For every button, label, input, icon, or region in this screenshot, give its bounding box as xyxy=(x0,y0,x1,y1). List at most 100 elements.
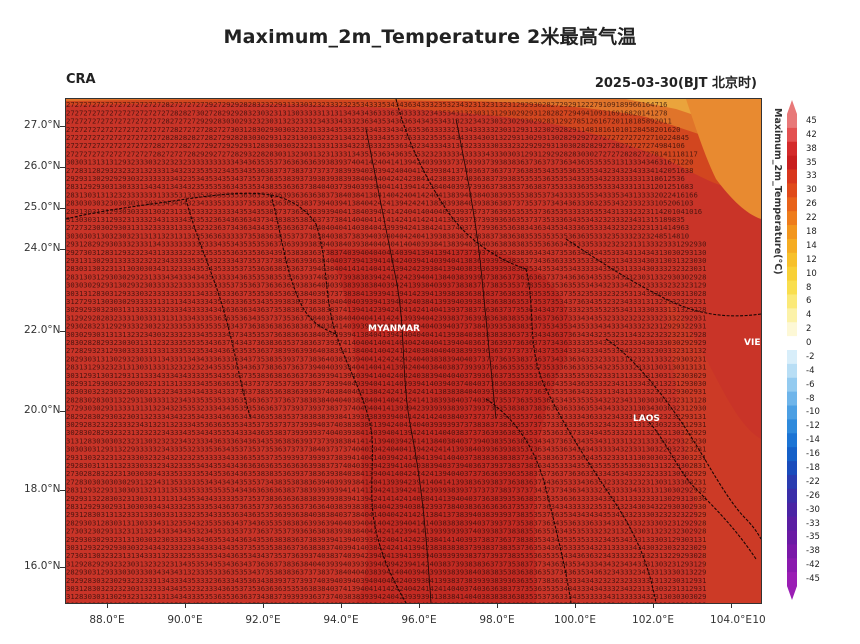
colorbar-swatch xyxy=(787,516,797,531)
value-row: 2928303131313233303332343233353434353434… xyxy=(66,461,706,470)
colorbar-level-label: -42 xyxy=(806,560,820,571)
value-row: 3029283232323332343132313233343536363535… xyxy=(66,420,706,429)
value-row: 2931282929303332333134333333333233343534… xyxy=(66,240,706,249)
value-row: 3031283032323230313233343435323233343635… xyxy=(66,584,706,593)
lon-label-96: 96.0°E xyxy=(401,614,437,626)
lat-label-16: 16.0°N xyxy=(24,560,61,572)
border-line xyxy=(66,192,317,225)
border-line xyxy=(565,238,761,317)
value-row: 2830303232303230303132323433343433343337… xyxy=(66,387,706,396)
value-row: 3030303130323032313131323131333536363333… xyxy=(66,231,689,240)
colorbar-swatch xyxy=(787,488,797,504)
colorbar-level-label: -33 xyxy=(806,518,820,529)
colorbar-level-label: 8 xyxy=(806,282,812,293)
colorbar-swatch xyxy=(787,141,797,157)
value-row: 2929313228303231303131313134353434333335… xyxy=(66,494,706,503)
colorbar-swatch xyxy=(787,155,797,170)
colorbar-level-label: 22 xyxy=(806,213,817,224)
colorbar-level-label: -45 xyxy=(806,574,820,585)
hot-region xyxy=(326,249,571,603)
colorbar-swatch xyxy=(787,350,797,365)
value-row: 2831303129303029323133343433343435333334… xyxy=(66,272,706,281)
colorbar-swatch xyxy=(787,197,797,212)
colorbar-swatch xyxy=(787,322,797,337)
temperature-map[interactable]: 2727272727272727272727282727272729272929… xyxy=(65,98,762,604)
value-row: 2727272727272727272728272727282929272728… xyxy=(66,149,698,158)
colorbar-swatch xyxy=(787,211,797,226)
value-row: 2829283029303230313233343432353433343636… xyxy=(66,412,706,421)
value-row: 3031293130312931313334333434333335343536… xyxy=(66,371,706,380)
colorbar-level-label: 12 xyxy=(806,254,817,265)
colorbar-level-label: -12 xyxy=(806,421,820,432)
value-row: 2830303032303030313032343434323433353333… xyxy=(66,199,693,208)
colorbar-swatch xyxy=(787,530,797,545)
lat-label-24: 24.0°N xyxy=(24,242,61,254)
value-row: 3029312930303230303231313133333435363635… xyxy=(66,379,706,388)
data-source-label: CRA xyxy=(66,72,96,87)
river-line xyxy=(365,128,432,603)
border-line xyxy=(315,223,407,603)
value-row: 2831303131323233333331333531333535333335… xyxy=(66,190,698,199)
value-row: 2728312829323232313233313432323535323435… xyxy=(66,166,693,175)
value-row: 2727272727272727272727272827272728272730… xyxy=(66,125,680,134)
border-line xyxy=(645,418,757,560)
lon-label-90: 90.0°E xyxy=(167,614,203,626)
value-row: 3031312830312933303233333333313433333336… xyxy=(66,289,706,298)
colorbar-level-label: 0 xyxy=(806,338,812,349)
colorbar-level-label: -35 xyxy=(806,532,820,543)
lat-label-26: 26.0°N xyxy=(24,160,61,172)
value-row: 3029293032303131333233323334333334343636… xyxy=(66,305,706,314)
value-row: 2730282832323130303034333533333534353634… xyxy=(66,469,706,478)
lat-label-18: 18.0°N xyxy=(24,483,61,495)
colorbar-swatch xyxy=(787,558,797,573)
lat-label-20: 20.0°N xyxy=(24,404,61,416)
colorbar-level-label: 18 xyxy=(806,227,817,237)
colorbar-level-label: -4 xyxy=(806,365,815,376)
colorbar-swatch xyxy=(787,433,797,448)
colorbar-swatch xyxy=(787,544,797,559)
border-line xyxy=(185,198,252,420)
value-row: 3127293130303029333331313134343334353633… xyxy=(66,297,706,306)
place-label-laos: LAOS xyxy=(633,414,660,424)
value-row: 3130303131293231333234313334353532363436… xyxy=(66,215,685,224)
lon-label-98: 98.0°E xyxy=(479,614,515,626)
colorbar-level-label: 26 xyxy=(806,199,817,210)
lon-label-102: 102.0°E xyxy=(632,614,674,626)
value-row: 2828302830313229313033313234333535353336… xyxy=(66,395,706,404)
lat-label-25: 25.0°N xyxy=(24,201,61,213)
lon-label-94: 94.0°E xyxy=(323,614,359,626)
value-row: 2831303131293030333130323133353332333334… xyxy=(66,207,702,216)
colorbar-swatch xyxy=(787,114,797,129)
colorbar-level-label: 45 xyxy=(806,115,817,126)
colorbar-swatch xyxy=(787,169,797,184)
value-grid: 2727272727272727272727282727272729272929… xyxy=(66,100,706,603)
colorbar-swatch xyxy=(787,238,797,254)
colorbar-swatch xyxy=(787,419,797,434)
colorbar-level-label: -6 xyxy=(806,379,815,390)
colorbar-level-label: -26 xyxy=(806,490,820,501)
value-row: 2829303128303131303334313235343235353634… xyxy=(66,518,706,527)
value-row: 2831292930293130303034343332353335343637… xyxy=(66,502,706,511)
value-row: 2728293231293033333133313335323534343635… xyxy=(66,346,706,355)
lon-label-88: 88.0°E xyxy=(89,614,125,626)
value-row: 2831293229313030313231313533353335353534… xyxy=(66,486,706,495)
place-label-vietnam: VIE xyxy=(744,338,761,348)
value-row: 2829303129333030333034343431323335333635… xyxy=(66,568,706,577)
value-row: 3028292830313233313131313532343335353533… xyxy=(66,600,706,603)
colorbar-level-label: 38 xyxy=(806,143,817,154)
datetime-label: 2025-03-30(BJT 北京时) xyxy=(594,76,757,91)
cooler-region xyxy=(66,99,761,190)
colorbar-level-label: 6 xyxy=(806,296,812,307)
value-row: 2929303029323131303032303333343436353434… xyxy=(66,535,706,544)
colorbar-swatch xyxy=(787,280,797,295)
value-row: 2727323030293031313233333133343232363734… xyxy=(66,223,689,232)
value-row: 2929283032302932323331343334353332363334… xyxy=(66,576,706,585)
lon-label-92: 92.0°E xyxy=(245,614,281,626)
colorbar xyxy=(787,100,797,600)
value-row: 2727272727272727272727282727272929283030… xyxy=(66,117,672,126)
lon-label-104: 104.0°E xyxy=(710,614,752,626)
colorbar-title: Maximum_2m_Temperature(°C) xyxy=(772,108,783,275)
value-row: 2830313032313130303034313233343534353335… xyxy=(66,264,706,273)
chart-title: Maximum_2m_Temperature 2米最高气温 xyxy=(223,26,637,48)
lon-label-100: 100.0°E xyxy=(554,614,596,626)
